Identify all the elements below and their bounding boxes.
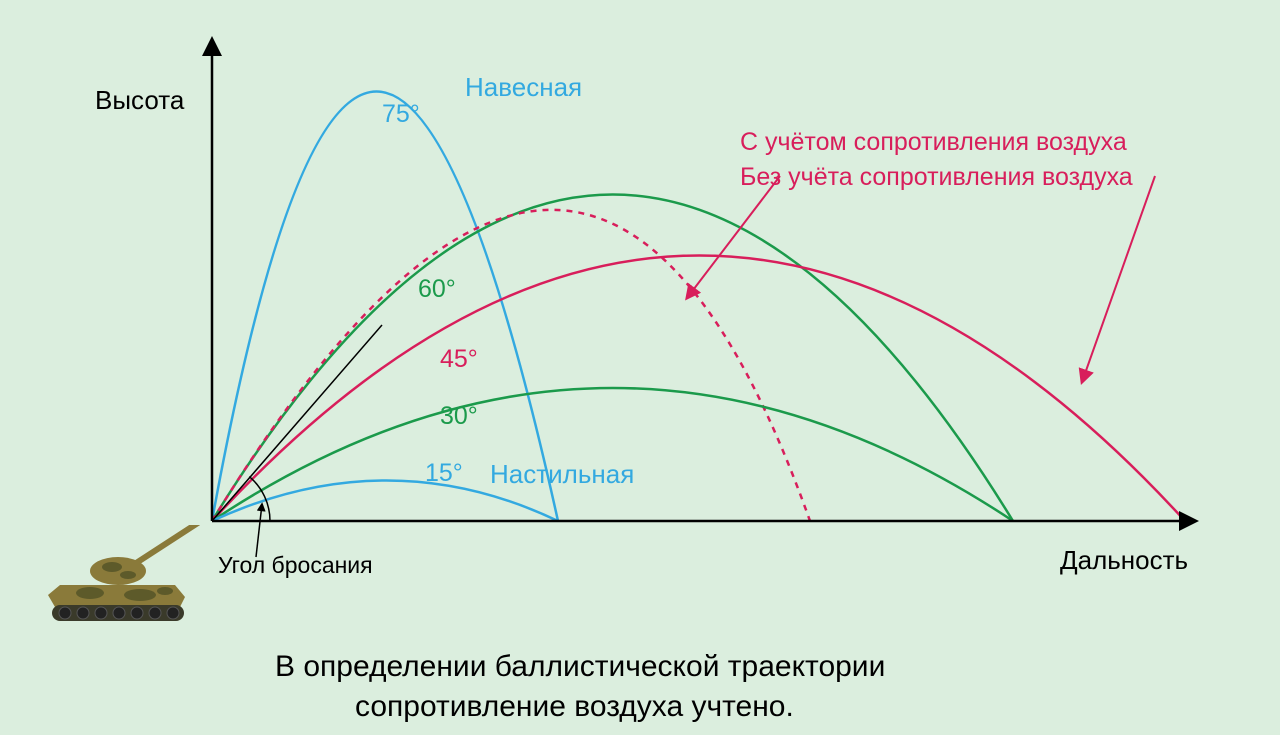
y-axis-label: Высота <box>95 85 184 116</box>
trajectory-type-15: Настильная <box>490 459 634 490</box>
angle-label-60: 60° <box>418 275 456 304</box>
legend-without-drag: Без учёта сопротивления воздуха <box>740 163 1133 192</box>
artillery-vehicle-icon <box>30 525 200 625</box>
angle-label-30: 30° <box>440 402 478 431</box>
angle-label-15: 15° <box>425 459 463 488</box>
angle-caption: Угол бросания <box>218 552 373 579</box>
legend-with-drag: С учётом сопротивления воздуха <box>740 128 1127 157</box>
caption-line2: сопротивление воздуха учтено. <box>355 690 794 724</box>
trajectory-type-75: Навесная <box>465 72 582 103</box>
x-axis-label: Дальность <box>1060 545 1188 576</box>
angle-label-45: 45° <box>440 345 478 374</box>
caption-line1: В определении баллистической траектории <box>275 650 885 684</box>
angle-label-75: 75° <box>382 100 420 129</box>
